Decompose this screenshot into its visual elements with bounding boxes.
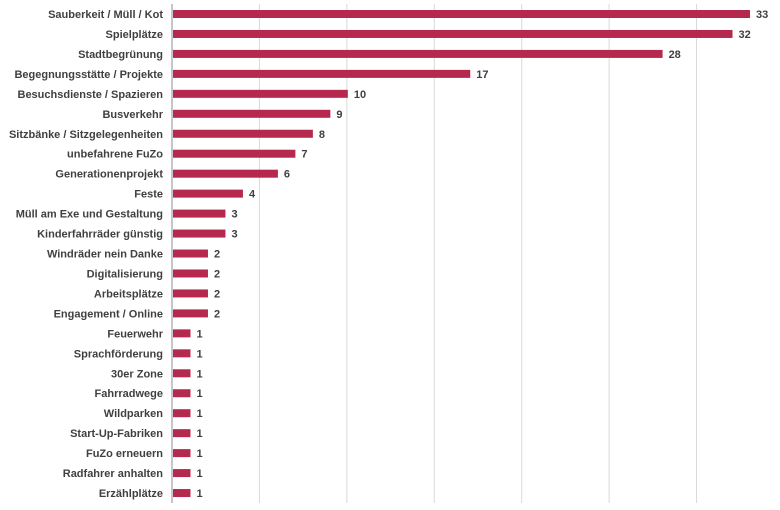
bar [173, 489, 191, 498]
category-label: Fahrradwege [95, 388, 163, 400]
bar [173, 249, 208, 258]
bar [173, 29, 733, 38]
bar [173, 309, 208, 318]
category-label: FuZo erneuern [86, 448, 163, 460]
data-label: 1 [196, 328, 202, 340]
category-label: unbefahrene FuZo [67, 149, 163, 161]
bar [173, 429, 191, 438]
data-label: 9 [336, 109, 342, 121]
category-label: Erzählplätze [99, 488, 163, 500]
bar [173, 229, 226, 238]
bar [173, 369, 191, 378]
category-label: Arbeitsplätze [94, 288, 163, 300]
bar [173, 329, 191, 338]
data-label: 1 [196, 448, 202, 460]
bar [173, 389, 191, 398]
bar [173, 69, 471, 78]
bar [173, 10, 750, 18]
bar [173, 349, 191, 358]
bar [173, 409, 191, 418]
bar [173, 49, 663, 58]
data-label: 2 [214, 249, 220, 261]
bar [173, 289, 208, 298]
data-label: 1 [196, 388, 202, 400]
category-label: Spielplätze [106, 29, 163, 41]
category-label: Busverkehr [102, 109, 163, 121]
bar [173, 169, 278, 178]
bar [173, 89, 348, 98]
data-label: 4 [249, 189, 256, 201]
category-label: Feste [134, 189, 163, 201]
category-label: Feuerwehr [107, 328, 163, 340]
bar [173, 209, 226, 218]
category-label: Begegnungsstätte / Projekte [14, 69, 163, 81]
category-label: Kinderfahrräder günstig [37, 229, 163, 241]
category-label: Besuchsdienste / Spazieren [18, 89, 164, 101]
data-label: 33 [756, 9, 768, 21]
bar [173, 189, 243, 198]
category-label: Windräder nein Danke [47, 249, 163, 261]
bar [173, 109, 331, 118]
bar [173, 449, 191, 458]
category-label: 30er Zone [111, 368, 163, 380]
category-label: Sprachförderung [74, 348, 163, 360]
data-label: 2 [214, 288, 220, 300]
category-label: Radfahrer anhalten [63, 468, 164, 480]
bar [173, 469, 191, 478]
data-label: 1 [196, 468, 202, 480]
data-label: 1 [196, 488, 202, 500]
category-label: Generationenprojekt [55, 169, 163, 181]
category-label: Müll am Exe und Gestaltung [16, 209, 163, 221]
category-label: Wildparken [104, 408, 163, 420]
data-label: 6 [284, 169, 290, 181]
category-label: Engagement / Online [54, 308, 163, 320]
data-label: 3 [231, 229, 237, 241]
data-label: 28 [669, 49, 681, 61]
data-label: 1 [196, 368, 202, 380]
data-label: 17 [476, 69, 488, 81]
data-label: 1 [196, 428, 202, 440]
category-label: Stadtbegrünung [78, 49, 163, 61]
data-label: 7 [301, 149, 307, 161]
bar [173, 269, 208, 278]
category-label: Digitalisierung [87, 268, 163, 280]
data-label: 10 [354, 89, 366, 101]
bar [173, 149, 296, 158]
data-label: 8 [319, 129, 325, 141]
category-label: Start-Up-Fabriken [70, 428, 163, 440]
category-label: Sitzbänke / Sitzgelegenheiten [9, 129, 163, 141]
data-label: 32 [739, 29, 751, 41]
data-label: 1 [196, 348, 202, 360]
data-label: 1 [196, 408, 202, 420]
bar [173, 129, 313, 138]
data-label: 3 [231, 209, 237, 221]
data-label: 2 [214, 308, 220, 320]
data-label: 2 [214, 268, 220, 280]
category-label: Sauberkeit / Müll / Kot [48, 9, 163, 21]
